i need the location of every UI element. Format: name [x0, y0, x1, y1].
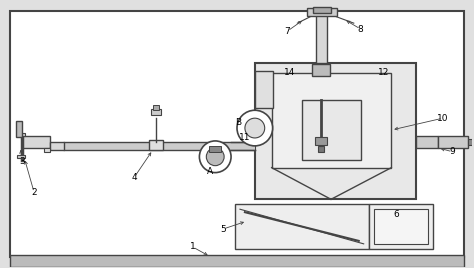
Bar — [153, 105, 159, 110]
Bar — [315, 137, 327, 145]
Text: 1: 1 — [190, 242, 195, 251]
Bar — [307, 8, 337, 16]
Bar — [17, 133, 25, 136]
Bar — [313, 7, 331, 13]
Bar — [16, 121, 22, 137]
Bar — [64, 142, 255, 150]
Bar — [255, 71, 273, 108]
Circle shape — [245, 118, 264, 138]
Bar — [318, 146, 324, 152]
Bar — [44, 148, 50, 152]
Bar — [316, 13, 327, 63]
Text: 9: 9 — [450, 147, 456, 156]
Bar — [312, 64, 330, 76]
Circle shape — [200, 141, 231, 173]
Text: 5: 5 — [220, 225, 226, 233]
Bar — [235, 204, 369, 249]
Bar — [22, 136, 50, 148]
Text: 3: 3 — [19, 157, 25, 166]
Bar — [255, 63, 416, 199]
Bar — [50, 142, 64, 150]
Bar — [17, 155, 25, 158]
Bar — [374, 209, 428, 244]
Bar — [369, 204, 433, 249]
Text: B: B — [235, 118, 241, 126]
Bar — [210, 146, 221, 152]
Text: 6: 6 — [393, 210, 399, 219]
Text: 7: 7 — [284, 27, 291, 36]
Text: 12: 12 — [378, 68, 389, 77]
Text: 11: 11 — [239, 133, 251, 143]
Bar — [231, 142, 255, 150]
Circle shape — [206, 148, 224, 166]
Bar — [149, 140, 163, 150]
Text: 14: 14 — [284, 68, 295, 77]
Bar — [10, 255, 464, 267]
Text: A: A — [207, 167, 213, 176]
Bar — [302, 100, 361, 160]
Text: 10: 10 — [437, 114, 448, 123]
Text: 8: 8 — [358, 25, 364, 34]
Bar — [272, 73, 392, 168]
Circle shape — [237, 110, 273, 146]
Bar — [467, 139, 474, 145]
Text: 2: 2 — [31, 188, 37, 197]
Bar — [438, 136, 467, 148]
Bar — [151, 109, 161, 115]
Bar — [416, 136, 438, 148]
Text: 4: 4 — [131, 173, 137, 182]
